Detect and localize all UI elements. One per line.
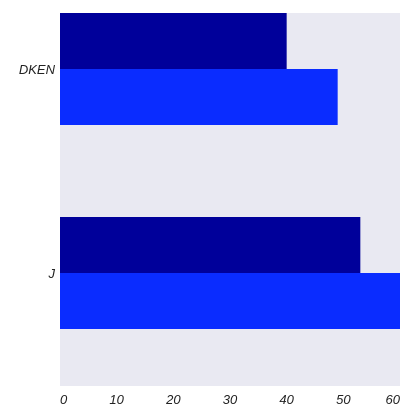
bar-j-series-2	[60, 273, 400, 329]
x-tick-label-20: 20	[165, 392, 181, 407]
x-tick-label-10: 10	[109, 392, 124, 407]
x-tick-label-60: 60	[386, 392, 401, 407]
x-tick-label-30: 30	[223, 392, 238, 407]
y-tick-labels: DKEN J	[19, 62, 56, 281]
x-tick-labels: 0 10 20 30 40 50 60	[60, 392, 401, 407]
bar-j-series-1	[60, 217, 361, 273]
x-tick-label-50: 50	[336, 392, 351, 407]
bar-dken-series-2	[60, 69, 338, 125]
y-tick-label-dken: DKEN	[19, 62, 56, 77]
bars-group	[60, 13, 400, 329]
bar-dken-series-1	[60, 13, 287, 69]
y-tick-label-j: J	[48, 266, 56, 281]
x-tick-label-0: 0	[60, 392, 68, 407]
x-tick-label-40: 40	[279, 392, 294, 407]
